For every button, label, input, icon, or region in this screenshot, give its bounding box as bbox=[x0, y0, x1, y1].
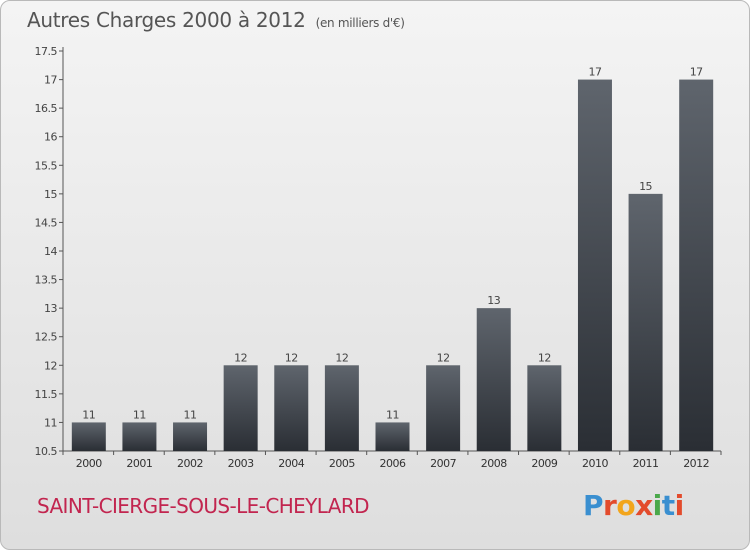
x-tick-label: 2009 bbox=[531, 457, 557, 470]
y-tick-label: 14.5 bbox=[35, 216, 58, 229]
logo-letter: i bbox=[652, 489, 663, 522]
x-tick-label: 2002 bbox=[177, 457, 203, 470]
y-tick-label: 13.5 bbox=[35, 274, 58, 287]
data-label: 11 bbox=[82, 408, 95, 421]
labels: 10.5 11 11.5 12 12.5 13 13.5 14 14.5 15 15.5 16 16.5… bbox=[35, 45, 710, 470]
logo-letter: o bbox=[616, 489, 636, 522]
x-tick-label: 2001 bbox=[126, 457, 152, 470]
data-label: 12 bbox=[285, 351, 298, 364]
data-label: 15 bbox=[639, 180, 652, 193]
x-tick-label: 2005 bbox=[329, 457, 355, 470]
y-tick-label: 13 bbox=[44, 302, 57, 315]
y-tick-label: 17 bbox=[44, 74, 57, 87]
y-tick-label: 16.5 bbox=[35, 102, 58, 115]
data-label: 11 bbox=[133, 408, 146, 421]
y-tick-label: 16 bbox=[44, 131, 57, 144]
data-label: 12 bbox=[335, 351, 348, 364]
data-label: 11 bbox=[386, 408, 399, 421]
x-tick-label: 2007 bbox=[430, 457, 456, 470]
y-tick-label: 15.5 bbox=[35, 159, 58, 172]
logo-letter: i bbox=[674, 489, 685, 522]
bar bbox=[223, 365, 258, 451]
bar bbox=[679, 79, 714, 452]
data-label: 11 bbox=[184, 408, 197, 421]
y-tick-label: 12.5 bbox=[35, 331, 58, 344]
bar bbox=[324, 365, 359, 451]
data-label: 12 bbox=[234, 351, 247, 364]
bar bbox=[375, 422, 410, 451]
logo-letter: x bbox=[635, 489, 653, 522]
bar bbox=[426, 365, 461, 451]
chart-unit: (en milliers d'€) bbox=[315, 16, 405, 30]
y-tick-label: 11.5 bbox=[35, 388, 58, 401]
chart-title-text: Autres Charges 2000 à 2012 bbox=[27, 8, 306, 32]
data-label: 17 bbox=[690, 66, 703, 79]
commune-name: SAINT-CIERGE-SOUS-LE-CHEYLARD bbox=[37, 494, 370, 518]
logo-letter: t bbox=[661, 489, 675, 522]
y-tick-label: 15 bbox=[44, 188, 57, 201]
chart-title: Autres Charges 2000 à 2012 (en milliers d… bbox=[27, 8, 405, 32]
y-tick-label: 14 bbox=[44, 245, 57, 258]
bar bbox=[577, 79, 612, 452]
x-tick-label: 2003 bbox=[228, 457, 254, 470]
data-label: 12 bbox=[437, 351, 450, 364]
x-tick-label: 2006 bbox=[380, 457, 406, 470]
bars bbox=[71, 79, 714, 452]
bar bbox=[173, 422, 208, 451]
y-tick-label: 12 bbox=[44, 359, 57, 372]
proxiti-logo: Proxiti bbox=[583, 489, 684, 522]
x-tick-label: 2012 bbox=[683, 457, 709, 470]
bar bbox=[122, 422, 157, 451]
y-tick-label: 17.5 bbox=[35, 45, 58, 58]
y-tick-label: 10.5 bbox=[35, 445, 58, 458]
data-label: 12 bbox=[538, 351, 551, 364]
x-tick-label: 2004 bbox=[278, 457, 304, 470]
bar bbox=[274, 365, 309, 451]
x-tick-label: 2011 bbox=[633, 457, 659, 470]
bar bbox=[476, 308, 511, 451]
x-tick-label: 2000 bbox=[76, 457, 102, 470]
bar bbox=[527, 365, 562, 451]
data-label: 13 bbox=[487, 294, 500, 307]
logo-letter: P bbox=[583, 489, 604, 522]
axes bbox=[59, 47, 722, 455]
x-tick-label: 2010 bbox=[582, 457, 608, 470]
y-tick-label: 11 bbox=[44, 416, 57, 429]
bar bbox=[628, 193, 663, 451]
x-tick-label: 2008 bbox=[481, 457, 507, 470]
data-label: 17 bbox=[588, 66, 601, 79]
logo-letter: r bbox=[603, 489, 617, 522]
bar bbox=[71, 422, 106, 451]
